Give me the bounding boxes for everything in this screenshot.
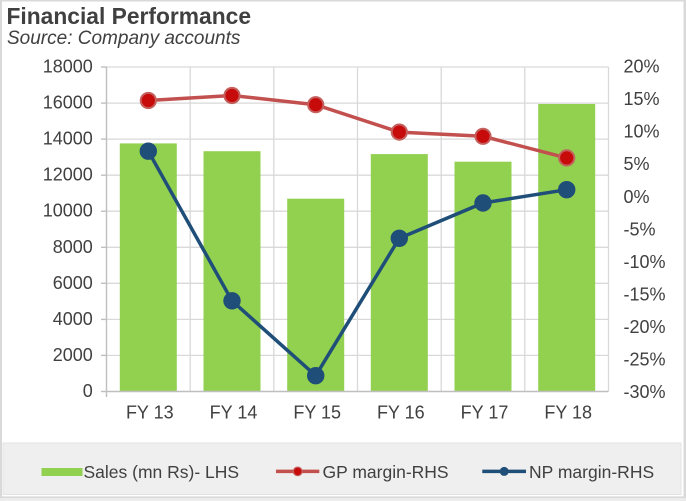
- svg-text:Source: Company accounts: Source: Company accounts: [7, 28, 241, 49]
- svg-text:5%: 5%: [624, 154, 650, 174]
- svg-text:18000: 18000: [43, 57, 93, 77]
- svg-text:14000: 14000: [43, 129, 93, 149]
- svg-text:FY 18: FY 18: [544, 402, 592, 422]
- svg-text:16000: 16000: [43, 93, 93, 113]
- svg-text:-10%: -10%: [624, 252, 666, 272]
- svg-text:FY 16: FY 16: [377, 402, 425, 422]
- svg-text:GP margin-RHS: GP margin-RHS: [323, 462, 449, 482]
- svg-text:12000: 12000: [43, 165, 93, 185]
- svg-text:2000: 2000: [53, 345, 93, 365]
- svg-text:8000: 8000: [53, 237, 93, 257]
- svg-text:-20%: -20%: [624, 317, 666, 337]
- svg-text:Sales (mn Rs)- LHS: Sales (mn Rs)- LHS: [84, 462, 240, 482]
- svg-text:-15%: -15%: [624, 284, 666, 304]
- svg-text:4000: 4000: [53, 309, 93, 329]
- svg-text:0%: 0%: [624, 187, 650, 207]
- svg-text:10%: 10%: [624, 122, 660, 142]
- svg-text:15%: 15%: [624, 89, 660, 109]
- svg-text:FY 13: FY 13: [126, 402, 174, 422]
- svg-text:FY 17: FY 17: [461, 402, 509, 422]
- svg-text:FY 14: FY 14: [210, 402, 258, 422]
- svg-text:20%: 20%: [624, 57, 660, 77]
- svg-text:FY 15: FY 15: [293, 402, 341, 422]
- svg-text:NP margin-RHS: NP margin-RHS: [529, 462, 654, 482]
- svg-text:0: 0: [83, 381, 93, 401]
- svg-text:6000: 6000: [53, 273, 93, 293]
- svg-text:-25%: -25%: [624, 350, 666, 370]
- svg-text:10000: 10000: [43, 201, 93, 221]
- svg-text:-30%: -30%: [624, 382, 666, 402]
- svg-text:Financial Performance: Financial Performance: [7, 3, 252, 29]
- svg-text:-5%: -5%: [624, 219, 656, 239]
